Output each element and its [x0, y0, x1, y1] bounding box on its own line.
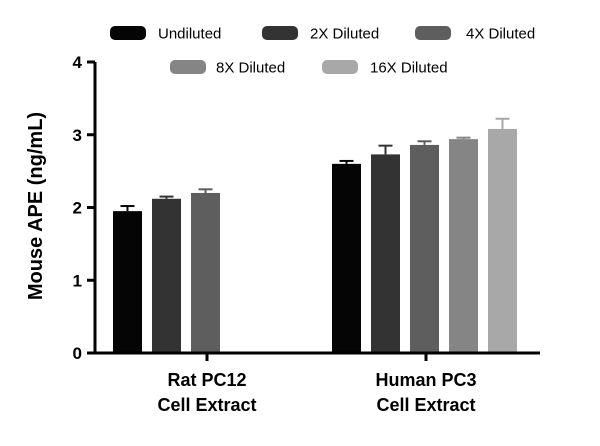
bar-undiluted-1	[113, 211, 142, 353]
legend-swatch	[415, 26, 451, 40]
y-tick-label: 1	[73, 271, 82, 290]
chart-legend: Undiluted 2X Diluted 4X Diluted 8X Diluted 1…	[110, 26, 535, 77]
legend-swatch	[170, 60, 206, 74]
legend-label: 16X Diluted	[370, 60, 448, 77]
legend-label: 8X Diluted	[216, 60, 285, 77]
y-axis-label: Mouse APE (ng/mL)	[25, 112, 47, 300]
y-tick-label: 4	[73, 53, 83, 72]
chart-axes: 0 1 2 3 4 Rat PC12 Cell Extract Human PC3 Cell E…	[73, 53, 540, 415]
y-tick-label: 3	[73, 126, 82, 145]
legend-label: 2X Diluted	[310, 26, 379, 43]
x-category-label: Cell Extract	[376, 395, 475, 415]
x-category-label: Rat PC12	[167, 370, 246, 390]
bar-4x-diluted-1	[191, 192, 220, 353]
bar-4x-diluted-2	[410, 144, 439, 353]
legend-label: 4X Diluted	[466, 26, 535, 43]
legend-swatch	[110, 26, 146, 40]
bar-2x-diluted-2	[371, 154, 400, 353]
bar-8x-diluted-2	[449, 139, 478, 353]
bar-undiluted-2	[332, 163, 361, 353]
legend-swatch	[262, 26, 298, 40]
legend-label: Undiluted	[158, 26, 221, 43]
x-category-label: Cell Extract	[157, 395, 256, 415]
bar-16x-diluted-2	[488, 128, 517, 353]
x-category-label: Human PC3	[375, 370, 476, 390]
legend-swatch	[322, 60, 358, 74]
y-tick-label: 2	[73, 199, 82, 218]
bar-2x-diluted-1	[152, 198, 181, 353]
chart-bars	[113, 117, 517, 353]
y-tick-label: 0	[73, 344, 82, 363]
